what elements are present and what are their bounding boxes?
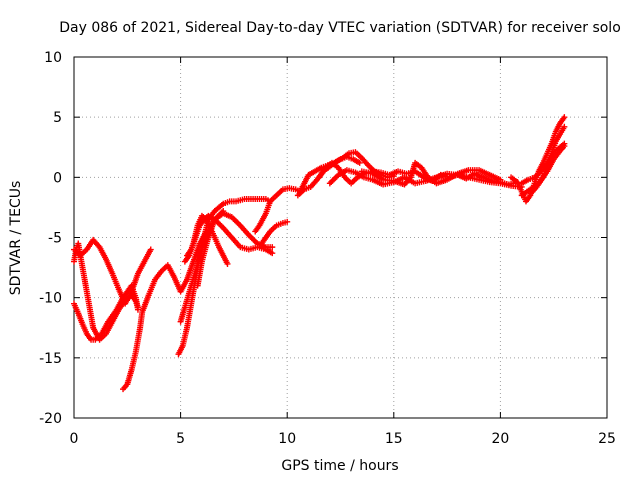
x-tick-labels: 0 5 10 15 20 25 [70,431,616,447]
series-track-11 [258,218,291,247]
y-tick-label: 0 [53,170,62,186]
x-tick-label: 25 [598,431,616,447]
data-point [561,123,568,130]
data-point [497,176,504,183]
series-track-3 [71,236,154,307]
x-tick-label: 0 [70,431,79,447]
y-tick-label: -15 [39,351,62,367]
data-point [561,143,568,150]
data-point [269,250,276,257]
data-point [356,159,363,166]
grid-lines [74,57,607,418]
data-point [220,208,227,215]
data-point [134,304,141,311]
data-point [147,246,154,253]
y-tick-label: 10 [44,50,62,66]
data-point [224,260,231,267]
x-tick-label: 10 [278,431,296,447]
x-axis-label: GPS time / hours [281,458,398,474]
y-tick-label: 5 [53,110,62,126]
y-tick-label: -10 [39,291,62,307]
series-track-15 [358,159,504,188]
series-track-19 [518,143,568,199]
y-axis-label: SDTVAR / TECUs [8,181,24,296]
chart-title: Day 086 of 2021, Sidereal Day-to-day VTE… [59,20,621,36]
y-tick-label: -20 [39,411,62,427]
data-point [269,244,276,251]
y-tick-label: -5 [48,231,62,247]
data-point [561,114,568,121]
axis-ticks [73,56,608,419]
x-tick-label: 5 [176,431,185,447]
series-track-4 [120,228,210,393]
x-tick-label: 15 [385,431,403,447]
x-tick-label: 20 [491,431,509,447]
data-point [284,218,291,225]
series-track-9 [177,208,227,325]
y-tick-labels: -20 -15 -10 -5 0 5 10 [39,50,62,427]
series-layer [71,114,568,393]
